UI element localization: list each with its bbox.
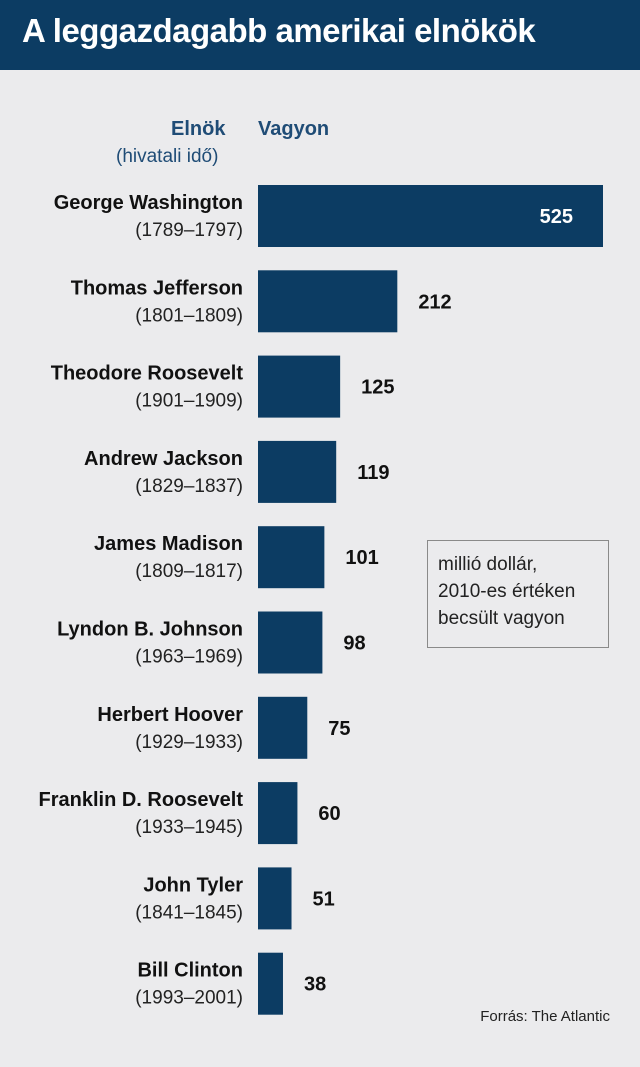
category-name-label: Lyndon B. Johnson	[57, 619, 243, 641]
name-column-header: Elnök	[171, 118, 226, 140]
bar	[258, 526, 325, 589]
source-note: Forrás: The Atlantic	[480, 1008, 610, 1025]
bar-value-label: 75	[328, 718, 350, 740]
bar	[258, 355, 341, 418]
bar	[258, 782, 298, 845]
bar-value-label: 60	[318, 803, 340, 825]
unit-note-box: millió dollár, 2010-es értéken becsült v…	[427, 540, 609, 648]
category-name-label: Thomas Jefferson	[71, 277, 243, 299]
unit-note-line-1: millió dollár,	[438, 554, 538, 575]
bar-value-label: 212	[418, 291, 451, 313]
category-term-label: (1829–1837)	[135, 476, 243, 497]
category-term-label: (1963–1969)	[135, 647, 243, 668]
bar	[258, 440, 337, 503]
category-name-label: James Madison	[94, 533, 243, 555]
bar	[258, 696, 308, 759]
bar-value-label: 51	[313, 888, 335, 910]
bar-value-label: 525	[540, 206, 573, 228]
bar-value-label: 119	[357, 462, 389, 484]
category-term-label: (1801–1809)	[135, 305, 243, 326]
category-name-label: Theodore Roosevelt	[51, 363, 244, 385]
name-column-subheader: (hivatali idő)	[116, 146, 219, 167]
category-term-label: (1901–1909)	[135, 391, 243, 412]
category-name-label: George Washington	[54, 192, 243, 214]
bar	[258, 611, 323, 674]
title-banner: A leggazdagabb amerikai elnökök	[0, 0, 640, 70]
bar-value-label: 101	[345, 547, 378, 569]
category-term-label: (1993–2001)	[135, 988, 243, 1009]
category-term-label: (1841–1845)	[135, 902, 243, 923]
value-column-header: Vagyon	[258, 118, 330, 140]
category-name-label: Bill Clinton	[137, 960, 243, 982]
bar-value-label: 38	[304, 974, 326, 996]
bar-value-label: 98	[343, 633, 365, 655]
category-term-label: (1809–1817)	[135, 561, 243, 582]
category-name-label: John Tyler	[143, 874, 243, 896]
bar-value-label: 125	[361, 377, 394, 399]
category-name-label: Andrew Jackson	[84, 448, 243, 470]
category-term-label: (1789–1797)	[135, 220, 243, 241]
bar	[258, 185, 603, 247]
bar	[258, 270, 398, 333]
bar	[258, 867, 292, 930]
category-name-label: Franklin D. Roosevelt	[39, 789, 244, 811]
unit-note-line-3: becsült vagyon	[438, 608, 565, 629]
bar	[258, 952, 283, 1015]
chart-title: A leggazdagabb amerikai elnökök	[22, 12, 536, 49]
category-term-label: (1933–1945)	[135, 817, 243, 838]
category-term-label: (1929–1933)	[135, 732, 243, 753]
category-name-label: Herbert Hoover	[97, 704, 243, 726]
unit-note-line-2: 2010-es értéken	[438, 581, 576, 602]
